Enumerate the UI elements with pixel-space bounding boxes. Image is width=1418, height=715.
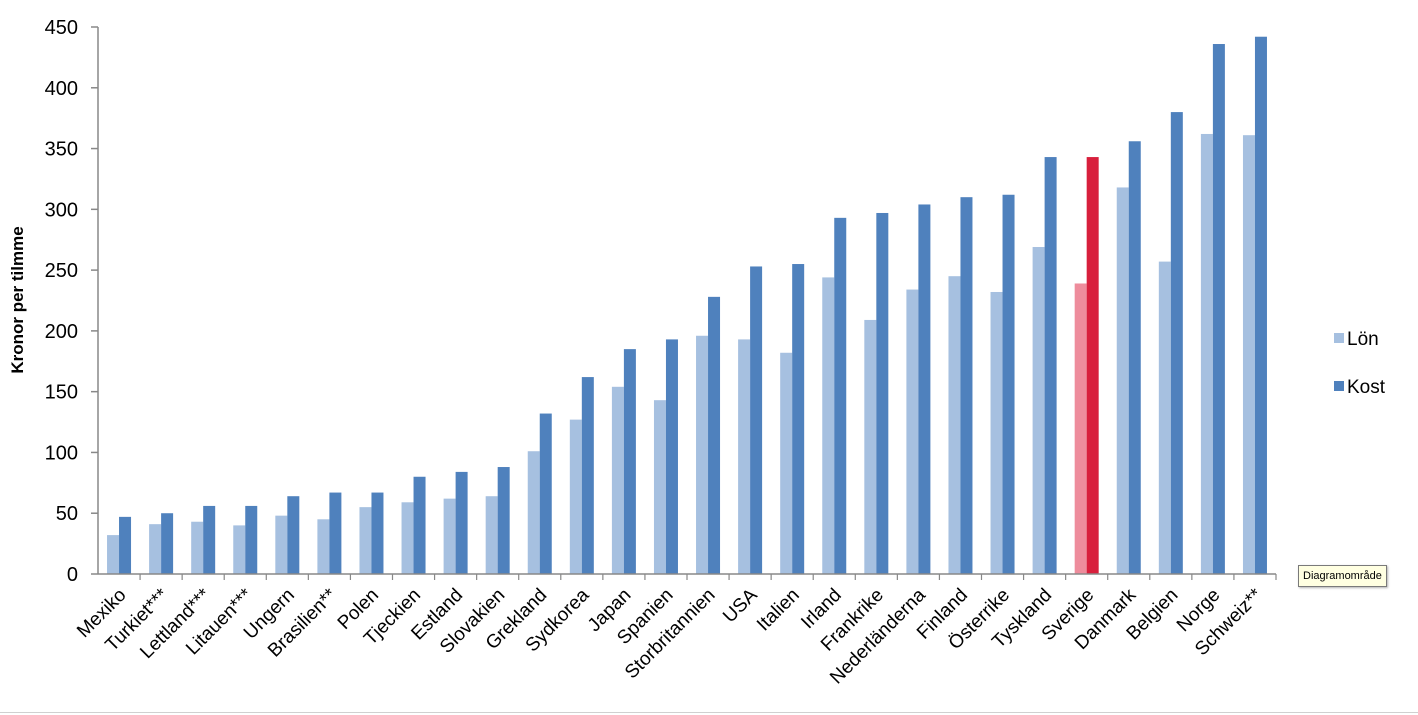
- y-tick-label: 150: [45, 382, 78, 404]
- bar-kost-24: [1128, 141, 1141, 575]
- bar-lön-12: [611, 386, 624, 574]
- bar-kost-3: [245, 505, 258, 574]
- bar-lön-11: [569, 419, 582, 574]
- bar-lön-25: [1158, 261, 1171, 574]
- bar-kost-0: [119, 516, 132, 574]
- bar-lön-2: [191, 521, 204, 574]
- y-tick-label: 250: [45, 260, 78, 282]
- bar-kost-12: [623, 349, 636, 574]
- bar-kost-4: [287, 496, 300, 574]
- bar-lön-17: [822, 277, 835, 574]
- bar-kost-23: [1086, 157, 1099, 574]
- chart-area-tooltip: Diagramområde: [1298, 565, 1387, 587]
- bar-kost-19: [918, 204, 931, 574]
- y-tick-label: 200: [45, 321, 78, 343]
- bar-kost-27: [1254, 36, 1267, 575]
- bar-lön-23: [1074, 283, 1087, 574]
- y-tick-label: 300: [45, 199, 78, 221]
- bar-lön-13: [653, 400, 666, 574]
- bar-kost-1: [161, 513, 174, 574]
- bar-lön-15: [738, 339, 751, 574]
- bar-lön-10: [527, 451, 540, 574]
- bar-kost-17: [834, 217, 847, 574]
- bar-kost-25: [1170, 112, 1183, 574]
- x-tick-label: Italien: [753, 585, 804, 636]
- bar-lön-8: [443, 498, 456, 574]
- bar-kost-18: [876, 212, 889, 575]
- legend-label-kost: Kost: [1347, 377, 1386, 398]
- bar-lön-0: [107, 535, 120, 574]
- bar-kost-8: [455, 471, 468, 574]
- y-tick-label: 0: [67, 564, 78, 586]
- bar-lön-24: [1116, 187, 1129, 574]
- y-tick-label: 450: [45, 17, 78, 39]
- bar-kost-11: [581, 377, 594, 574]
- y-tick-label: 350: [45, 139, 78, 161]
- legend: Lön Kost: [1334, 329, 1386, 398]
- bar-kost-10: [539, 413, 552, 574]
- bar-lön-9: [485, 496, 498, 574]
- bottom-divider: [0, 712, 1418, 713]
- bar-lön-21: [990, 291, 1003, 574]
- legend-label-lön: Lön: [1347, 329, 1379, 350]
- bar-kost-9: [497, 467, 510, 574]
- bar-lön-7: [401, 502, 414, 574]
- bar-lön-5: [317, 519, 330, 574]
- y-tick-label: 50: [56, 503, 78, 525]
- bar-kost-16: [792, 264, 805, 574]
- x-axis: MexikoTurkiet***Lettland***Litauen***Ung…: [73, 573, 1277, 688]
- y-axis: 0 50 100 150 200 250 300 350 400 450: [45, 17, 99, 586]
- bar-lön-14: [696, 335, 709, 574]
- bar-lön-18: [864, 319, 877, 574]
- bar-kost-21: [1002, 194, 1015, 574]
- bar-kost-20: [960, 197, 973, 574]
- bar-kost-22: [1044, 157, 1057, 574]
- y-tick-label: 400: [45, 78, 78, 100]
- bar-kost-5: [329, 492, 342, 574]
- bar-lön-20: [948, 276, 961, 574]
- bar-kost-15: [750, 266, 763, 574]
- bar-lön-27: [1242, 135, 1255, 574]
- bar-lön-1: [149, 524, 162, 574]
- bar-lön-26: [1200, 133, 1213, 575]
- y-tick-label: 100: [45, 442, 78, 464]
- bar-lön-4: [275, 515, 288, 574]
- bar-kost-13: [665, 339, 678, 574]
- bar-lön-3: [233, 525, 246, 574]
- bar-lön-16: [780, 352, 793, 574]
- bar-kost-6: [371, 492, 384, 574]
- bar-lön-6: [359, 507, 372, 574]
- bar-kost-2: [203, 505, 216, 574]
- bar-kost-7: [413, 476, 426, 574]
- bar-kost-26: [1212, 44, 1225, 575]
- bar-lön-22: [1032, 247, 1045, 574]
- bars: [107, 36, 1267, 575]
- bar-lön-19: [906, 289, 919, 574]
- y-axis-title: Kronor per tilmme: [8, 226, 27, 373]
- legend-swatch-lön: [1334, 333, 1344, 343]
- bar-kost-14: [708, 296, 721, 574]
- legend-swatch-kost: [1334, 381, 1344, 391]
